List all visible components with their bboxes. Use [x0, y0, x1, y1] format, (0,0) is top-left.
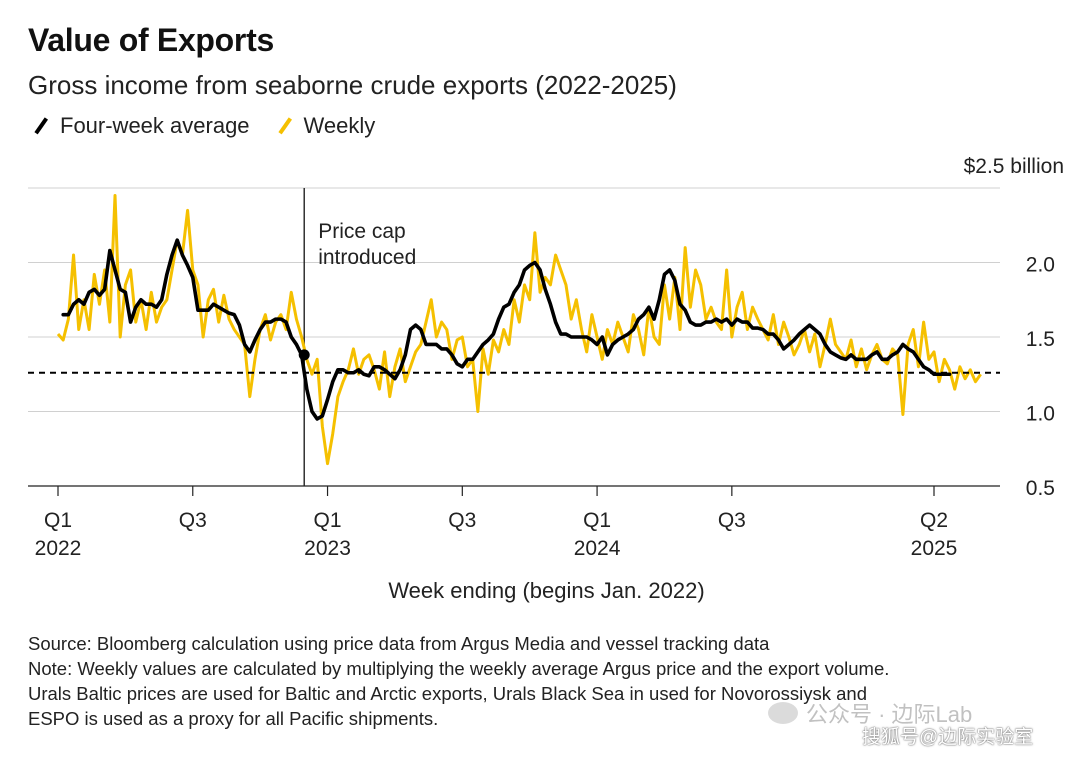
x-tick-label-year: 2025 — [911, 537, 958, 560]
x-tick-label-year: 2023 — [304, 537, 351, 560]
y-tick-label: 1.5 — [1026, 328, 1055, 351]
y-tick-label: $2.5 billion — [964, 155, 1064, 178]
legend-label-average: Four-week average — [60, 113, 250, 138]
watermark: 公众号 · 边际Lab — [768, 697, 972, 729]
price-cap-label-2: introduced — [318, 246, 416, 269]
footer-note-1: Note: Weekly values are calculated by mu… — [28, 658, 890, 679]
x-axis-title: Week ending (begins Jan. 2022) — [388, 578, 705, 603]
watermark-text: 公众号 · 边际Lab — [806, 702, 973, 727]
x-tick-label-quarter: Q2 — [920, 509, 948, 532]
chart-footer: Source: Bloomberg calculation using pric… — [28, 631, 1068, 731]
footer-note-3: ESPO is used as a proxy for all Pacific … — [28, 708, 439, 729]
x-tick-label-year: 2022 — [35, 537, 82, 560]
series-line-weekly — [56, 193, 982, 466]
x-tick-label-quarter: Q3 — [179, 509, 207, 532]
chart-plot: $2.5 billion 2.0 1.5 1.0 0.5 Q1 2022 Q3 Q1 2023 Q3… — [28, 155, 1064, 560]
wechat-icon — [768, 702, 798, 724]
legend-label-weekly: Weekly — [303, 113, 376, 138]
y-tick-label: 0.5 — [1026, 477, 1055, 500]
chart-subtitle: Gross income from seaborne crude exports… — [28, 70, 677, 100]
x-tick-label-quarter: Q3 — [718, 509, 746, 532]
price-cap-marker — [298, 349, 310, 361]
legend-item-average: Four-week average — [28, 113, 250, 139]
x-tick-label-quarter: Q1 — [44, 509, 72, 532]
watermark-secondary: 搜狐号@边际实验室 — [862, 727, 1034, 748]
x-tick-label-quarter: Q3 — [448, 509, 476, 532]
series-line-average — [61, 238, 952, 421]
y-tick-label: 2.0 — [1026, 254, 1055, 277]
legend: Four-week average Weekly — [28, 113, 397, 139]
chart-title: Value of Exports — [28, 22, 274, 58]
legend-item-weekly: Weekly — [272, 113, 376, 139]
x-tick-label-year: 2024 — [574, 537, 621, 560]
footer-source: Source: Bloomberg calculation using pric… — [28, 633, 770, 654]
x-tick-label-quarter: Q1 — [583, 509, 611, 532]
price-cap-label-1: Price cap — [318, 220, 406, 243]
x-tick-label-quarter: Q1 — [314, 509, 342, 532]
y-tick-label: 1.0 — [1026, 403, 1055, 426]
footer-note-2: Urals Baltic prices are used for Baltic … — [28, 683, 868, 704]
